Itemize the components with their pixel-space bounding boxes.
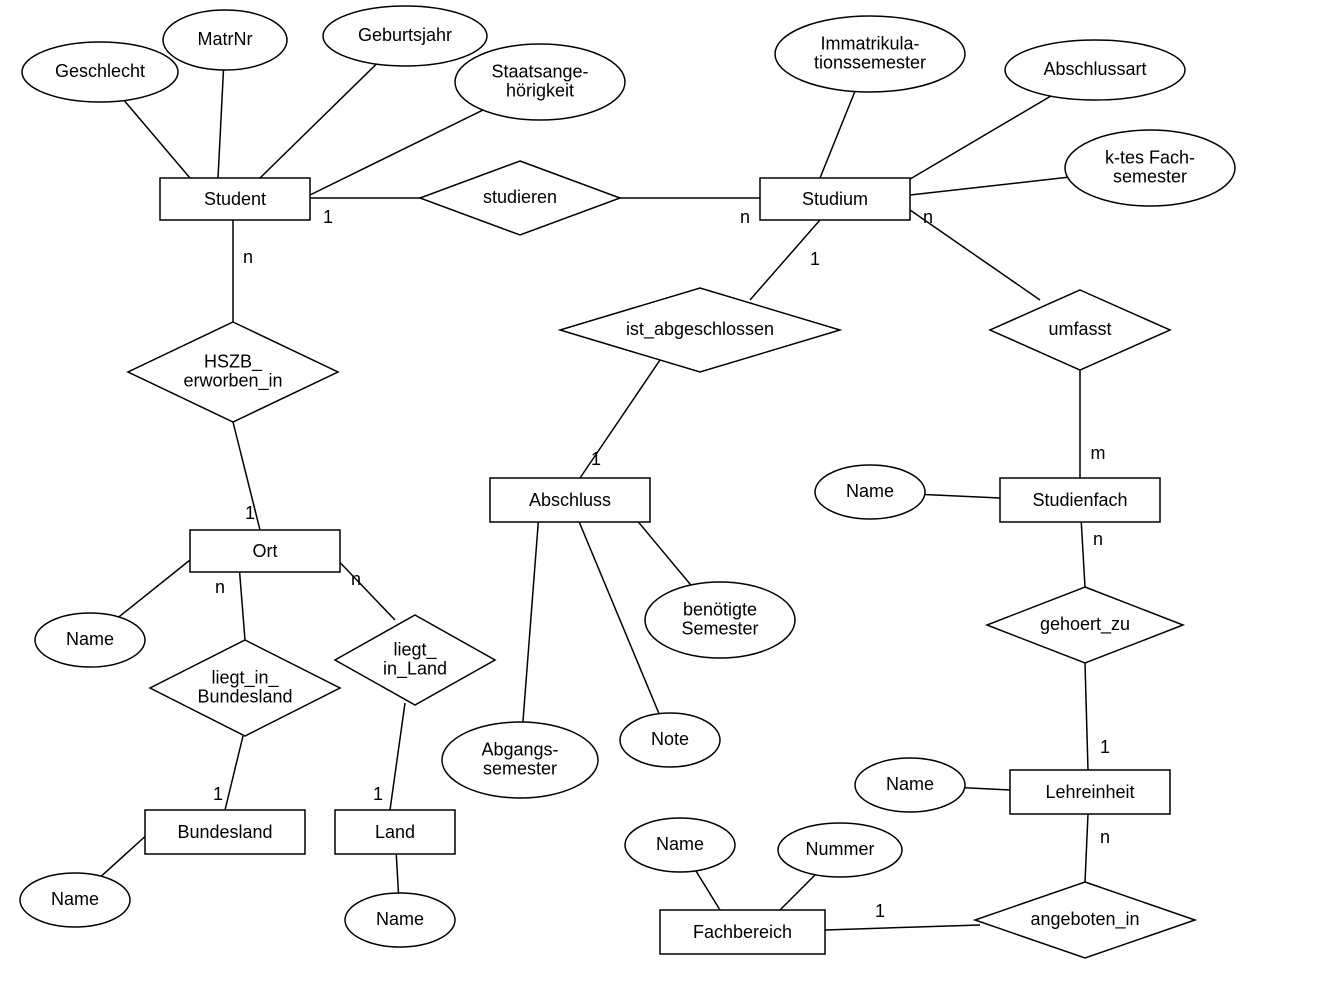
attribute-label-sf_name: Name bbox=[846, 481, 894, 501]
relationship-label-angeboten_in: angeboten_in bbox=[1030, 909, 1139, 930]
entity-label-lehreinheit: Lehreinheit bbox=[1045, 782, 1134, 802]
relationship-label-liegt_bl: Bundesland bbox=[197, 686, 292, 706]
cardinality-angeboten_in-0: n bbox=[1100, 827, 1110, 847]
attribute-label-immatrik: tionssemester bbox=[814, 52, 926, 72]
attr-edge-abgangssem bbox=[520, 500, 540, 760]
cardinality-ist_abg-0: 1 bbox=[810, 249, 820, 269]
attribute-label-abgangssem: Abgangs- bbox=[481, 739, 558, 759]
relationship-label-umfasst: umfasst bbox=[1048, 319, 1111, 339]
attribute-label-staatsang: hörigkeit bbox=[506, 80, 574, 100]
attribute-label-benoetigte: Semester bbox=[681, 618, 758, 638]
cardinality-ist_abg-1: 1 bbox=[591, 449, 601, 469]
attribute-label-fb_name: Name bbox=[656, 834, 704, 854]
attribute-label-benoetigte: benötigte bbox=[683, 599, 757, 619]
attribute-label-staatsang: Staatsange- bbox=[491, 61, 588, 81]
rel-edge-liegt_land-1 bbox=[390, 703, 405, 810]
cardinality-studieren-1: n bbox=[740, 207, 750, 227]
cardinality-hszb-1: 1 bbox=[245, 503, 255, 523]
cardinality-angeboten_in-1: 1 bbox=[875, 901, 885, 921]
attribute-label-ktesfs: semester bbox=[1113, 166, 1187, 186]
attribute-label-note: Note bbox=[651, 729, 689, 749]
entity-label-studienfach: Studienfach bbox=[1032, 490, 1127, 510]
cardinality-liegt_bl-1: 1 bbox=[213, 784, 223, 804]
attribute-label-matrnr: MatrNr bbox=[198, 29, 253, 49]
attribute-label-land_name: Name bbox=[376, 909, 424, 929]
cardinality-liegt_land-0: n bbox=[351, 569, 361, 589]
attribute-label-le_name: Name bbox=[886, 774, 934, 794]
entity-label-bundesland: Bundesland bbox=[177, 822, 272, 842]
attribute-label-geburtsjahr: Geburtsjahr bbox=[358, 25, 452, 45]
cardinality-liegt_bl-0: n bbox=[215, 577, 225, 597]
relationship-label-ist_abg: ist_abgeschlossen bbox=[626, 319, 774, 340]
rel-edge-liegt_bl-1 bbox=[225, 736, 243, 810]
rel-edge-angeboten_in-0 bbox=[1085, 814, 1088, 882]
entity-label-abschluss: Abschluss bbox=[529, 490, 611, 510]
attribute-label-bl_name: Name bbox=[51, 889, 99, 909]
cardinality-hszb-0: n bbox=[243, 247, 253, 267]
relationship-label-hszb: erworben_in bbox=[183, 370, 282, 391]
attribute-label-abgangssem: semester bbox=[483, 758, 557, 778]
cardinality-gehoert_zu-0: n bbox=[1093, 529, 1103, 549]
relationship-label-liegt_bl: liegt_in_ bbox=[211, 667, 279, 688]
er-diagram-canvas: Student Studium Ort Abschluss Studienfach Leh… bbox=[0, 0, 1344, 1008]
relationship-label-studieren: studieren bbox=[483, 187, 557, 207]
cardinality-liegt_land-1: 1 bbox=[373, 784, 383, 804]
attribute-label-ort_name: Name bbox=[66, 629, 114, 649]
cardinality-umfasst-1: m bbox=[1091, 443, 1106, 463]
attribute-label-fb_nummer: Nummer bbox=[805, 839, 874, 859]
entity-label-student: Student bbox=[204, 189, 266, 209]
rel-edge-angeboten_in-1 bbox=[825, 925, 980, 930]
relationship-label-liegt_land: liegt_ bbox=[393, 639, 437, 660]
entity-label-ort: Ort bbox=[253, 541, 278, 561]
attribute-label-abschlussart: Abschlussart bbox=[1043, 59, 1146, 79]
shapes-layer bbox=[20, 6, 1235, 958]
entity-label-fachbereich: Fachbereich bbox=[693, 922, 792, 942]
cardinality-umfasst-0: n bbox=[923, 207, 933, 227]
relationship-label-hszb: HSZB_ bbox=[204, 351, 263, 372]
cardinality-gehoert_zu-1: 1 bbox=[1100, 737, 1110, 757]
cardinality-studieren-0: 1 bbox=[323, 207, 333, 227]
attribute-label-immatrik: Immatrikula- bbox=[820, 33, 919, 53]
relationship-label-liegt_land: in_Land bbox=[383, 658, 447, 679]
attribute-label-ktesfs: k-tes Fach- bbox=[1105, 147, 1195, 167]
entity-label-studium: Studium bbox=[802, 189, 868, 209]
attribute-label-geschlecht: Geschlecht bbox=[55, 61, 145, 81]
relationship-label-gehoert_zu: gehoert_zu bbox=[1040, 614, 1130, 635]
rel-edge-gehoert_zu-1 bbox=[1085, 663, 1088, 770]
entity-label-land: Land bbox=[375, 822, 415, 842]
